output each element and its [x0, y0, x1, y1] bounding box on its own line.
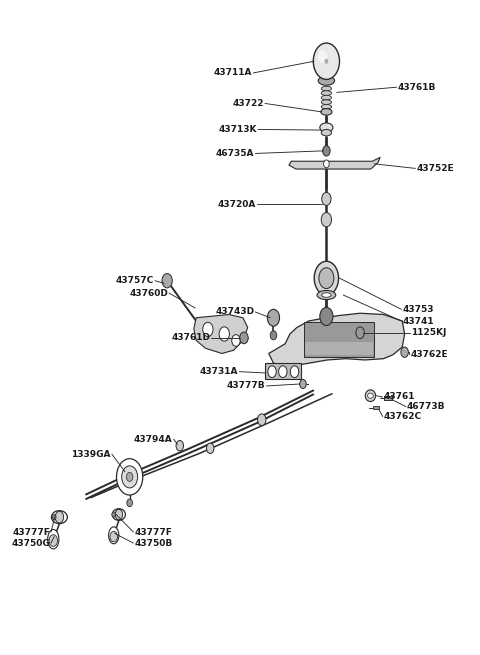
Circle shape	[117, 458, 143, 495]
Ellipse shape	[321, 130, 332, 136]
Circle shape	[112, 512, 116, 517]
Text: 43750B: 43750B	[134, 538, 173, 548]
Text: 1125KJ: 1125KJ	[411, 328, 446, 337]
Ellipse shape	[108, 527, 119, 544]
Text: 46773B: 46773B	[407, 402, 445, 411]
Ellipse shape	[321, 100, 332, 104]
Ellipse shape	[322, 293, 331, 297]
Circle shape	[323, 145, 330, 156]
Circle shape	[314, 261, 338, 295]
Circle shape	[290, 365, 299, 377]
Bar	[304, 322, 374, 357]
Circle shape	[313, 43, 339, 79]
Text: 43753: 43753	[402, 305, 434, 314]
Text: 43762E: 43762E	[411, 350, 448, 360]
Bar	[265, 364, 300, 379]
Ellipse shape	[320, 123, 333, 132]
Circle shape	[300, 379, 306, 388]
Text: 43757C: 43757C	[116, 276, 154, 285]
Polygon shape	[269, 313, 405, 366]
Text: 43761D: 43761D	[171, 333, 210, 343]
Text: 43761: 43761	[384, 392, 415, 402]
Circle shape	[232, 335, 240, 346]
Circle shape	[55, 512, 63, 523]
Circle shape	[126, 472, 133, 481]
Polygon shape	[289, 157, 380, 169]
Ellipse shape	[365, 390, 375, 402]
Text: 43743D: 43743D	[215, 307, 254, 316]
Circle shape	[52, 515, 56, 519]
Text: 43731A: 43731A	[200, 367, 239, 376]
Ellipse shape	[321, 96, 332, 100]
Circle shape	[319, 268, 334, 289]
Text: 43750G: 43750G	[11, 538, 50, 548]
Ellipse shape	[48, 529, 59, 549]
Ellipse shape	[321, 86, 332, 91]
Circle shape	[318, 50, 327, 63]
Text: 43722: 43722	[233, 99, 264, 108]
Circle shape	[270, 331, 277, 340]
Circle shape	[324, 160, 329, 168]
Ellipse shape	[317, 290, 336, 299]
Bar	[373, 406, 379, 409]
Text: 43761B: 43761B	[397, 83, 436, 92]
Circle shape	[122, 466, 138, 488]
Circle shape	[203, 322, 213, 337]
Circle shape	[258, 414, 266, 426]
Circle shape	[176, 441, 183, 451]
Text: 43713K: 43713K	[218, 125, 257, 134]
Text: 43711A: 43711A	[214, 68, 252, 77]
Ellipse shape	[51, 511, 67, 523]
Text: 43741: 43741	[402, 316, 434, 326]
Ellipse shape	[112, 509, 125, 520]
Circle shape	[320, 307, 333, 326]
Circle shape	[321, 213, 332, 227]
Circle shape	[127, 499, 132, 507]
Circle shape	[278, 365, 287, 377]
Circle shape	[206, 443, 214, 453]
Text: 43762C: 43762C	[384, 412, 421, 421]
Text: 43794A: 43794A	[134, 435, 173, 443]
Ellipse shape	[321, 91, 332, 96]
Circle shape	[322, 193, 331, 206]
Ellipse shape	[321, 104, 332, 109]
Bar	[384, 396, 392, 400]
Circle shape	[115, 510, 122, 519]
Circle shape	[268, 365, 276, 377]
Circle shape	[49, 534, 58, 546]
Ellipse shape	[321, 109, 332, 115]
Text: 46735A: 46735A	[216, 149, 254, 158]
Ellipse shape	[368, 393, 373, 398]
Circle shape	[324, 59, 328, 64]
Circle shape	[162, 274, 172, 288]
Text: 43777F: 43777F	[134, 527, 172, 536]
Text: 43752E: 43752E	[416, 164, 454, 173]
Circle shape	[356, 327, 364, 339]
Circle shape	[267, 309, 279, 326]
Text: 43720A: 43720A	[218, 200, 256, 208]
Circle shape	[401, 347, 408, 358]
Text: 1339GA: 1339GA	[72, 449, 111, 458]
Text: 43777B: 43777B	[227, 381, 265, 390]
Polygon shape	[194, 314, 248, 354]
Text: 43760D: 43760D	[129, 289, 168, 297]
Ellipse shape	[318, 76, 335, 85]
Text: 43777F: 43777F	[12, 527, 50, 536]
Bar	[305, 343, 373, 356]
Circle shape	[240, 332, 248, 344]
Circle shape	[219, 327, 229, 341]
Circle shape	[110, 531, 118, 542]
